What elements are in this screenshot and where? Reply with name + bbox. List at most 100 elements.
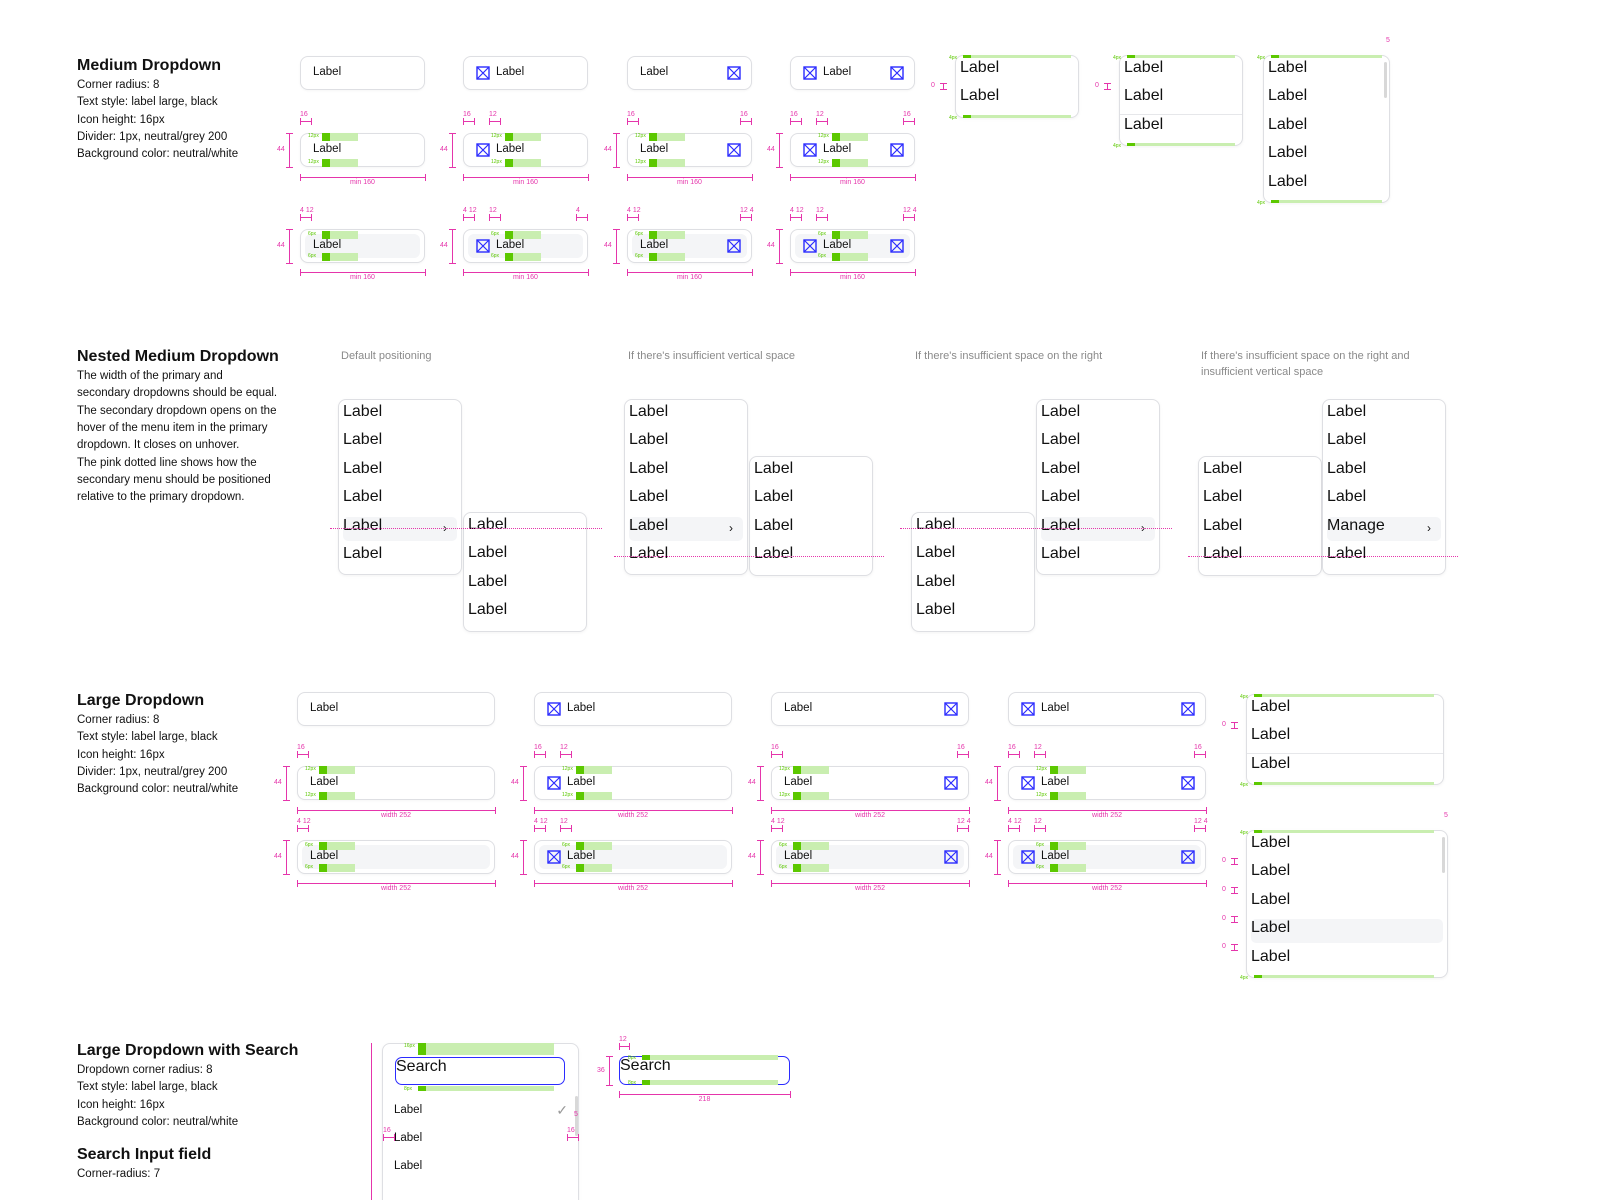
padding-label: 12px [491,159,502,165]
dropdown-closed[interactable]: Label [534,692,732,726]
dropdown-spec-hover[interactable]: Label [627,229,752,263]
menu-item[interactable]: Label › [629,516,743,541]
menu-item[interactable]: Label [629,403,743,427]
menu-item[interactable]: Label [1268,173,1385,197]
menu-item[interactable]: Label [1251,698,1439,722]
dropdown-closed[interactable]: Label [627,56,752,90]
measure-label: 16 [300,111,308,118]
menu-item[interactable]: Label [1268,59,1385,83]
padding-indicator [322,231,330,239]
menu-item[interactable]: Label [1203,517,1317,541]
menu-item[interactable]: Label [1251,755,1439,779]
menu-item[interactable]: Label [394,1160,570,1180]
menu-item[interactable]: Label [343,431,457,455]
padding-indicator [649,159,657,167]
menu-item[interactable]: Label [1041,488,1155,512]
dropdown-spec-default[interactable]: Label [627,133,752,167]
menu-item[interactable]: Label [343,403,457,427]
menu-item-label: Label [468,544,508,562]
dropdown-spec-hover[interactable]: Label [534,840,732,874]
measure-tick [638,214,639,221]
dropdown-label: Label [567,776,596,788]
menu-item[interactable]: Label [1327,488,1441,512]
menu-item[interactable]: Label [1203,545,1317,569]
menu-item[interactable]: Label [1251,834,1443,858]
menu-item[interactable]: Label [1041,403,1155,427]
menu-item[interactable]: Label [960,59,1074,83]
menu-item-label: Label [1203,488,1243,506]
measure-tick [286,167,293,168]
menu-item[interactable]: Label ✓ [394,1102,570,1124]
dropdown-spec-default[interactable]: Label [534,766,732,800]
menu-item[interactable]: Label [1124,87,1238,111]
measure-label: 44 [277,242,285,249]
menu-item[interactable]: Label [1268,144,1385,168]
menu-item[interactable]: Label [468,573,582,597]
scrollbar[interactable] [575,1096,578,1136]
menu-item[interactable]: Label [1268,87,1385,111]
menu-item[interactable]: Label [629,431,743,455]
search-input[interactable]: Search [395,1057,565,1085]
menu-item[interactable]: Label [1124,116,1238,140]
measure-tick [627,214,628,221]
menu-item[interactable]: Label [629,460,743,484]
menu-item[interactable]: Label [754,460,868,484]
measure-line [300,217,311,218]
menu-item[interactable]: Label [754,517,868,541]
menu-item[interactable]: Label [343,460,457,484]
padding-indicator [319,792,355,800]
menu-item[interactable]: Label [629,488,743,512]
padding-indicator [1127,143,1135,146]
menu-item[interactable]: Label [754,545,868,569]
menu-item[interactable]: Label [468,544,582,568]
menu-item[interactable]: Label [916,573,1030,597]
menu-item[interactable]: Label [1327,460,1441,484]
menu-item[interactable]: Label [1251,948,1443,972]
dropdown-spec-default[interactable]: Label [1008,766,1206,800]
menu-item[interactable]: Label [1124,59,1238,83]
menu-item[interactable]: Label [629,545,743,569]
padding-indicator [832,253,840,261]
menu-item[interactable]: Label [1203,488,1317,512]
menu-item[interactable]: Label [1041,545,1155,569]
dropdown-closed[interactable]: Label [463,56,588,90]
menu-item[interactable]: Label [916,544,1030,568]
menu-item[interactable]: Label [343,488,457,512]
menu-item[interactable]: Label [754,488,868,512]
dropdown-closed[interactable]: Label [1008,692,1206,726]
menu-item[interactable]: Label [1251,891,1443,915]
dropdown-closed[interactable]: Label [771,692,969,726]
measure-line [560,828,571,829]
menu-item[interactable]: Label [1041,431,1155,455]
dropdown-label: Label [640,66,669,78]
menu-item[interactable]: Manage › [1327,516,1441,541]
menu-item[interactable]: Label [1327,431,1441,455]
menu-item[interactable]: Label [1251,726,1439,750]
dropdown-spec-hover[interactable]: Label [300,229,425,263]
dropdown-closed[interactable]: Label [297,692,495,726]
menu-item[interactable]: Label [1268,116,1385,140]
menu-item[interactable]: Label [916,601,1030,625]
dropdown-spec-default[interactable]: Label [300,133,425,167]
padding-label: 6px [491,253,500,259]
measure-tick [1104,83,1111,84]
menu-item[interactable]: Label [394,1132,570,1152]
menu-item[interactable]: Label [1327,545,1441,569]
menu-item[interactable]: Label [343,545,457,569]
menu-item[interactable]: Label [1327,403,1441,427]
menu-item[interactable]: Label [1251,862,1443,886]
menu-item[interactable]: Label [1041,460,1155,484]
padding-indicator [505,231,513,239]
dropdown-closed[interactable]: Label [300,56,425,90]
menu-item-label: Label [1327,545,1367,562]
dropdown-spec-hover[interactable]: Label [1008,840,1206,874]
menu-item[interactable]: Label [1251,919,1443,944]
scrollbar[interactable] [1442,837,1445,873]
menu-item[interactable]: Label [960,87,1074,111]
scrollbar[interactable] [1384,62,1387,98]
measure-tick [474,118,475,125]
menu-item[interactable]: Label [1203,460,1317,484]
menu-item[interactable]: Label [468,601,582,625]
measure-line [771,883,969,884]
dropdown-closed[interactable]: Label [790,56,915,90]
